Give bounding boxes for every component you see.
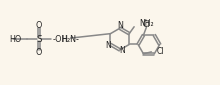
Text: O: O [36, 48, 42, 57]
Text: Cl: Cl [143, 20, 150, 29]
Text: N: N [119, 46, 125, 55]
Text: O: O [36, 21, 42, 30]
Text: S: S [36, 35, 42, 44]
Text: NH₂: NH₂ [139, 19, 154, 28]
Text: -OH: -OH [53, 35, 68, 44]
Text: Cl: Cl [156, 47, 164, 56]
Text: N: N [106, 41, 111, 50]
Text: N: N [117, 21, 123, 30]
Text: H₂N-: H₂N- [61, 35, 79, 44]
Text: HO: HO [10, 35, 22, 44]
